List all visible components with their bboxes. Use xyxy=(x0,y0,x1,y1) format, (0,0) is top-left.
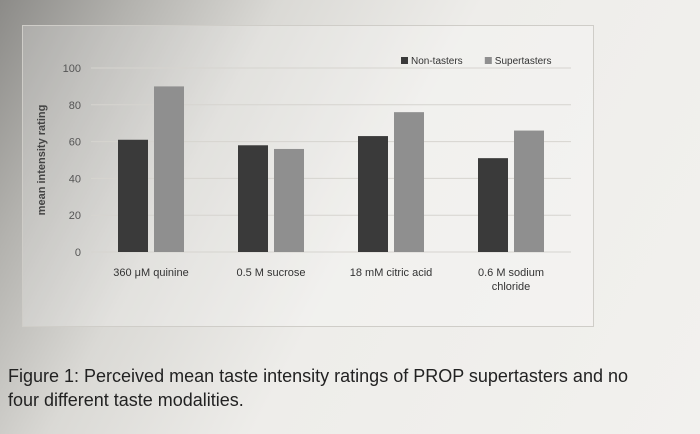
chart-frame: 0 20 40 60 80 100 mean intensity rating 360 μM … xyxy=(22,25,594,327)
figure-caption: Figure 1: Perceived mean taste intensity… xyxy=(8,364,698,412)
caption-line-2: four different taste modalities. xyxy=(8,390,244,410)
y-tick-label: 100 xyxy=(63,63,81,75)
y-tick-label: 60 xyxy=(69,137,81,149)
bar-non-tasters xyxy=(478,158,508,252)
y-tick-label: 20 xyxy=(69,210,81,222)
y-tick-label: 40 xyxy=(69,173,81,185)
bar-non-tasters xyxy=(238,145,268,252)
bar-chart: 0 20 40 60 80 100 mean intensity rating 360 μM … xyxy=(36,56,571,293)
category-label: chloride xyxy=(492,281,531,293)
legend-swatch xyxy=(484,57,492,64)
legend-label: Non-tasters xyxy=(411,56,463,67)
bar-non-tasters xyxy=(118,139,148,252)
y-tick-label: 0 xyxy=(75,247,81,259)
bar-supertasters xyxy=(154,86,184,253)
legend-swatch xyxy=(401,57,408,64)
bar-supertasters xyxy=(394,112,424,252)
category-label: 18 mM citric acid xyxy=(350,267,433,279)
category-label: 0.5 M sucrose xyxy=(236,267,305,279)
caption-line-1: Figure 1: Perceived mean taste intensity… xyxy=(8,366,628,386)
y-axis-label: mean intensity rating xyxy=(36,105,48,216)
y-tick-label: 80 xyxy=(69,100,81,112)
legend-label: Supertasters xyxy=(495,56,552,67)
bar-supertasters xyxy=(514,130,544,252)
category-label: 360 μM quinine xyxy=(113,267,188,279)
bar-supertasters xyxy=(274,148,304,252)
category-label: 0.6 M sodium xyxy=(478,267,544,279)
bar-non-tasters xyxy=(358,136,388,252)
